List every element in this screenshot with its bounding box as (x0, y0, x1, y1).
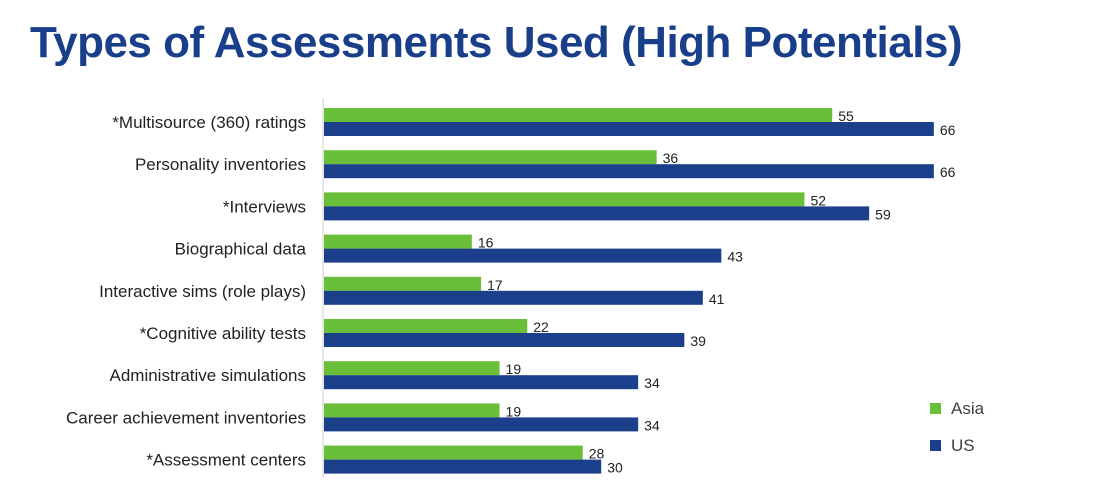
bar-asia (324, 150, 657, 165)
legend-label-asia: Asia (951, 399, 985, 418)
bar-us (324, 248, 722, 263)
value-label-asia: 52 (810, 192, 826, 208)
category-label: *Assessment centers (146, 451, 306, 470)
category-label: Biographical data (175, 240, 307, 259)
legend-swatch-asia (930, 403, 941, 414)
value-label-asia: 19 (506, 361, 522, 377)
legend-label-us: US (951, 436, 975, 455)
bar-asia (324, 361, 500, 376)
bar-asia (324, 445, 583, 460)
value-label-asia: 19 (506, 403, 522, 419)
bar-asia (324, 192, 805, 207)
value-label-us: 59 (875, 206, 891, 222)
value-label-us: 30 (607, 460, 623, 476)
category-label: Administrative simulations (109, 366, 306, 385)
category-label: Personality inventories (135, 155, 306, 174)
value-label-asia: 55 (838, 108, 854, 124)
value-label-us: 34 (644, 417, 660, 433)
value-label-asia: 36 (663, 150, 679, 166)
value-label-us: 43 (727, 249, 743, 265)
value-label-us: 66 (940, 164, 956, 180)
value-label-asia: 22 (533, 319, 549, 335)
bar-us (324, 206, 870, 221)
category-label: *Cognitive ability tests (140, 324, 306, 343)
bar-us (324, 333, 685, 347)
chart-title: Types of Assessments Used (High Potentia… (30, 18, 963, 67)
bar-asia (324, 276, 482, 291)
value-label-us: 66 (940, 122, 956, 138)
value-label-us: 41 (709, 291, 725, 307)
value-label-asia: 17 (487, 277, 503, 293)
bar-us (324, 290, 703, 305)
bar-asia (324, 108, 833, 122)
value-label-asia: 28 (589, 446, 605, 462)
bar-us (324, 459, 602, 474)
value-label-asia: 16 (478, 235, 494, 251)
bar-asia (324, 319, 528, 333)
bar-asia (324, 234, 472, 249)
legend-swatch-us (930, 440, 941, 451)
category-label: *Multisource (360) ratings (112, 113, 306, 132)
bar-asia (324, 403, 500, 418)
category-label: Career achievement inventories (66, 408, 306, 427)
bar-us (324, 375, 639, 390)
value-label-us: 34 (644, 375, 660, 391)
bar-us (324, 417, 639, 432)
value-label-us: 39 (690, 333, 706, 349)
bar-us (324, 164, 934, 179)
category-label: *Interviews (223, 197, 306, 216)
category-label: Interactive sims (role plays) (99, 282, 306, 301)
bar-us (324, 122, 934, 136)
